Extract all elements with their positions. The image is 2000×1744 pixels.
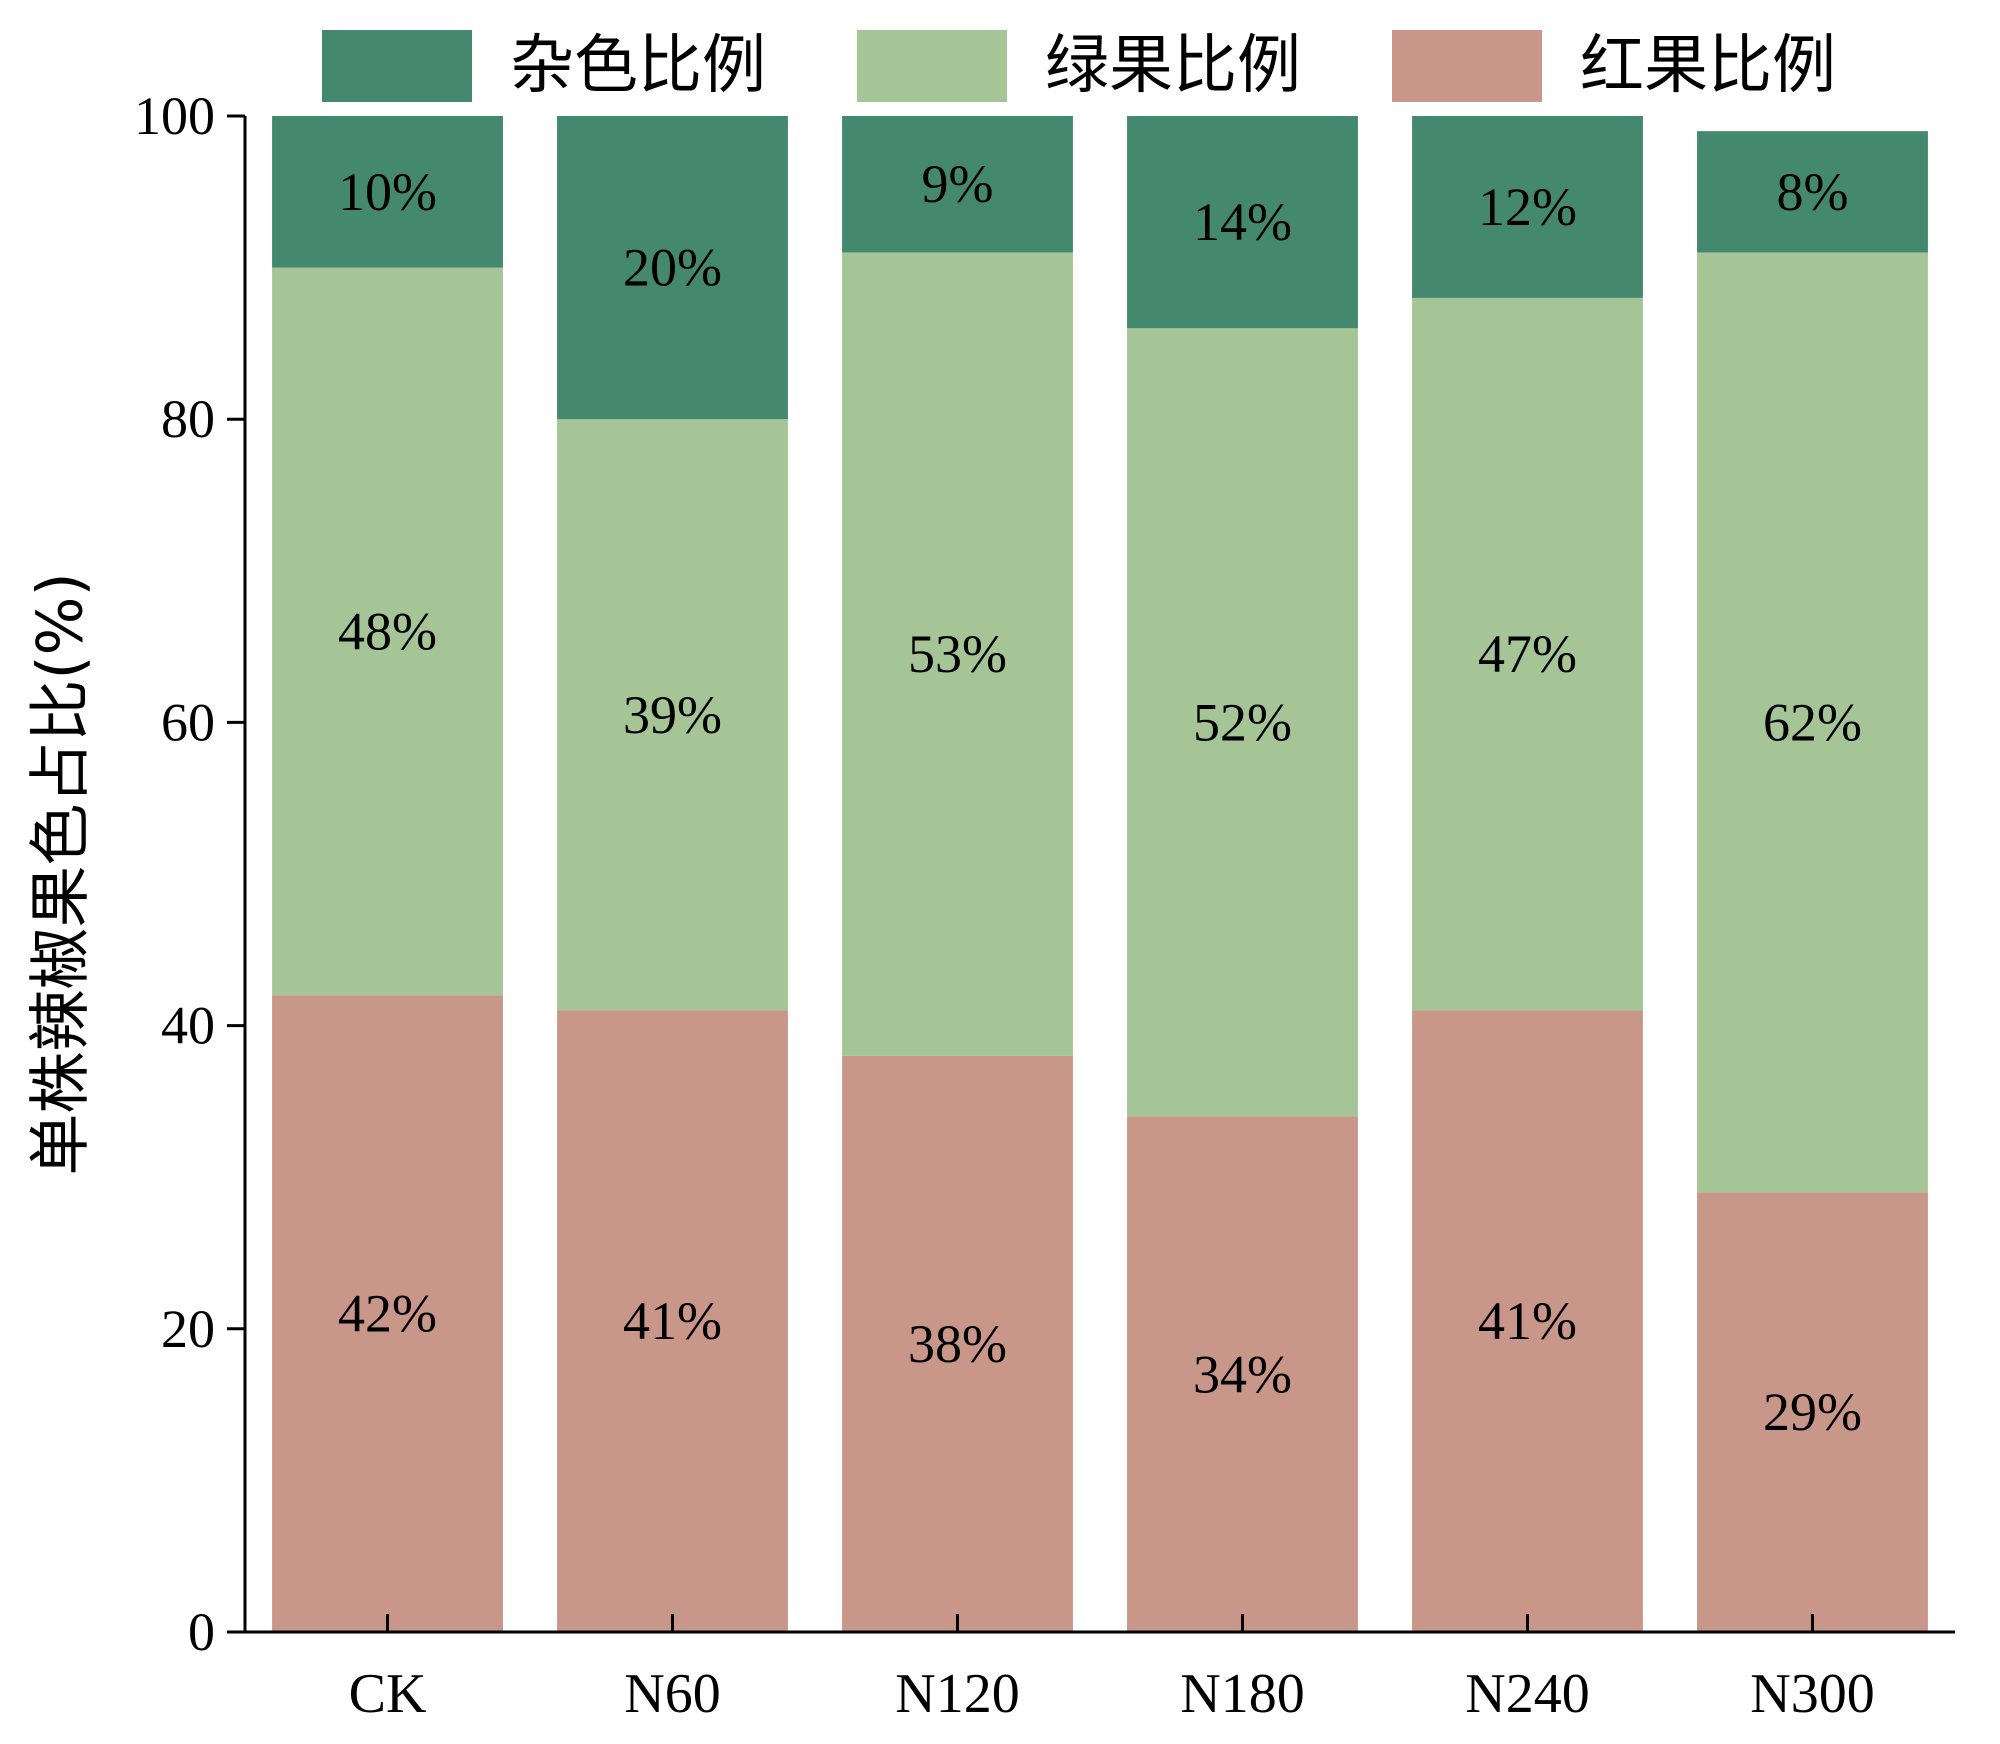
data-label: 47%	[1478, 624, 1577, 684]
data-label: 48%	[338, 601, 437, 661]
y-tick-label: 80	[161, 389, 215, 449]
legend-swatch	[322, 30, 472, 102]
legend-swatch	[1392, 30, 1542, 102]
data-label: 53%	[908, 624, 1007, 684]
data-label: 52%	[1193, 692, 1292, 752]
bars: 42% 48% 10% 41% 39% 20% 38% 53% 9% 34% 52% 14% 41% 47…	[272, 116, 1928, 1632]
data-label: 29%	[1763, 1382, 1862, 1442]
legend-label: 杂色比例	[510, 29, 766, 103]
data-label: 41%	[623, 1291, 722, 1351]
x-tick-label: CK	[349, 1663, 427, 1725]
y-tick-label: 40	[161, 996, 215, 1056]
data-label: 9%	[922, 154, 994, 214]
data-label: 34%	[1193, 1344, 1292, 1404]
y-axis-title: 单株辣椒果色占比(%)	[24, 572, 97, 1175]
data-label: 8%	[1777, 162, 1849, 222]
x-tick-label: N120	[895, 1663, 1019, 1725]
y-ticks: 0 20 40 60 80 100	[134, 86, 245, 1662]
y-tick-label: 20	[161, 1299, 215, 1359]
y-tick-label: 100	[134, 86, 215, 146]
y-tick-label: 60	[161, 692, 215, 752]
data-label: 62%	[1763, 692, 1862, 752]
data-label: 42%	[338, 1284, 437, 1344]
x-tick-label: N300	[1750, 1663, 1874, 1725]
data-label: 14%	[1193, 192, 1292, 252]
legend-label: 红果比例	[1580, 29, 1836, 103]
y-tick-label: 0	[188, 1602, 215, 1662]
legend-label: 绿果比例	[1045, 29, 1301, 103]
data-label: 10%	[338, 162, 437, 222]
data-label: 20%	[623, 238, 722, 298]
legend: 杂色比例 绿果比例 红果比例	[322, 29, 1836, 103]
x-tick-label: N180	[1180, 1663, 1304, 1725]
data-label: 12%	[1478, 177, 1577, 237]
x-tick-label: N60	[624, 1663, 720, 1725]
legend-swatch	[857, 30, 1007, 102]
data-label: 41%	[1478, 1291, 1577, 1351]
data-label: 38%	[908, 1314, 1007, 1374]
x-tick-label: N240	[1465, 1663, 1589, 1725]
data-label: 39%	[623, 685, 722, 745]
